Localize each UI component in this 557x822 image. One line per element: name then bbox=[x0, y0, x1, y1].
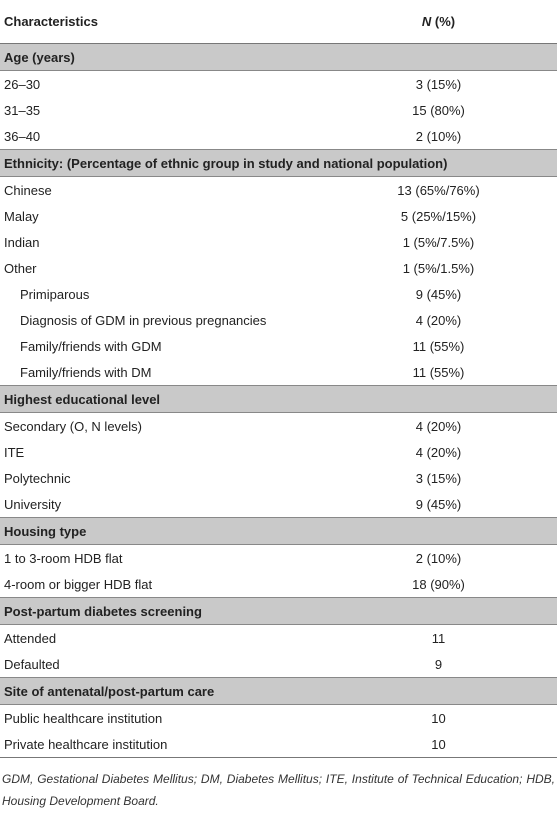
row-value: 11 (55%) bbox=[412, 338, 465, 354]
row-value: 1 (5%/7.5%) bbox=[402, 234, 475, 250]
row-value: 9 (45%) bbox=[415, 286, 462, 302]
header-cell: N (%) bbox=[320, 0, 557, 44]
row-value: 5 (25%/15%) bbox=[400, 208, 477, 224]
data-row: 4-room or bigger HDB flat 18 (90%) bbox=[0, 571, 557, 598]
header-cell: Characteristics bbox=[0, 0, 320, 44]
row-label: ITE bbox=[4, 444, 25, 460]
section-row: Site of antenatal/post-partum care bbox=[0, 677, 557, 705]
row-label: Family/friends with DM bbox=[20, 364, 152, 380]
data-row: University 9 (45%) bbox=[0, 491, 557, 518]
row-value: 9 bbox=[434, 656, 443, 672]
row-label: 31–35 bbox=[4, 102, 41, 118]
data-row: ITE 4 (20%) bbox=[0, 439, 557, 465]
data-row: Primiparous 9 (45%) bbox=[0, 281, 557, 307]
data-row: Malay 5 (25%/15%) bbox=[0, 203, 557, 229]
section-row: Housing type bbox=[0, 517, 557, 545]
row-value: 15 (80%) bbox=[412, 102, 465, 118]
row-label: 1 to 3-room HDB flat bbox=[4, 550, 123, 566]
table-body: Characteristics N (%) Age (years) 26–30 3 … bbox=[0, 0, 557, 758]
data-row: Indian 1 (5%/7.5%) bbox=[0, 229, 557, 255]
data-row: Family/friends with GDM 11 (55%) bbox=[0, 333, 557, 359]
header-n: N bbox=[421, 14, 432, 29]
row-label: 26–30 bbox=[4, 76, 41, 92]
row-value: 10 bbox=[431, 710, 446, 726]
row-value: 4 (20%) bbox=[415, 312, 462, 328]
data-row: Chinese 13 (65%/76%) bbox=[0, 177, 557, 204]
data-row: Public healthcare institution 10 bbox=[0, 705, 557, 732]
footnote: GDM, Gestational Diabetes Mellitus; DM, … bbox=[2, 772, 555, 808]
row-label: Primiparous bbox=[20, 286, 90, 302]
data-row: Private healthcare institution 10 bbox=[0, 731, 557, 758]
row-label: 4-room or bigger HDB flat bbox=[4, 576, 153, 592]
data-row: 26–30 3 (15%) bbox=[0, 71, 557, 98]
row-value: 2 (10%) bbox=[415, 550, 462, 566]
data-row: Family/friends with DM 11 (55%) bbox=[0, 359, 557, 386]
row-value: 13 (65%/76%) bbox=[397, 182, 480, 198]
row-label: Indian bbox=[4, 234, 40, 250]
data-row: 31–35 15 (80%) bbox=[0, 97, 557, 123]
section-title: Post-partum diabetes screening bbox=[0, 597, 557, 625]
row-label: Polytechnic bbox=[4, 470, 71, 486]
row-value: 2 (10%) bbox=[415, 128, 462, 144]
row-label: Family/friends with GDM bbox=[20, 338, 162, 354]
row-label: Public healthcare institution bbox=[4, 710, 163, 726]
characteristics-table: Characteristics N (%) Age (years) 26–30 3 … bbox=[0, 0, 557, 758]
data-row: 36–40 2 (10%) bbox=[0, 123, 557, 150]
row-label: Defaulted bbox=[4, 656, 60, 672]
data-row: Defaulted 9 bbox=[0, 651, 557, 678]
section-row: Highest educational level bbox=[0, 385, 557, 413]
section-title: Ethnicity: (Percentage of ethnic group i… bbox=[0, 149, 557, 177]
row-value: 11 (55%) bbox=[412, 364, 465, 380]
row-value: 3 (15%) bbox=[415, 470, 462, 486]
section-row: Age (years) bbox=[0, 43, 557, 71]
row-value: 10 bbox=[320, 731, 557, 758]
row-label: Private healthcare institution bbox=[0, 731, 320, 758]
section-title: Age (years) bbox=[0, 43, 557, 71]
row-value: 9 (45%) bbox=[415, 496, 462, 512]
row-label: Chinese bbox=[4, 182, 52, 198]
data-row: Secondary (O, N levels) 4 (20%) bbox=[0, 413, 557, 440]
section-title: Site of antenatal/post-partum care bbox=[0, 677, 557, 705]
row-value: 3 (15%) bbox=[415, 76, 462, 92]
row-label: University bbox=[4, 496, 62, 512]
row-label: Attended bbox=[4, 630, 57, 646]
row-label: Malay bbox=[4, 208, 39, 224]
data-row: Other 1 (5%/1.5%) bbox=[0, 255, 557, 281]
row-label: Secondary (O, N levels) bbox=[4, 418, 142, 434]
row-value: 18 (90%) bbox=[412, 576, 465, 592]
data-row: Diagnosis of GDM in previous pregnancies… bbox=[0, 307, 557, 333]
section-row: Post-partum diabetes screening bbox=[0, 597, 557, 625]
row-label: 36–40 bbox=[4, 128, 41, 144]
row-value: 11 bbox=[431, 630, 446, 646]
data-row: Attended 11 bbox=[0, 625, 557, 652]
header-row: Characteristics N (%) bbox=[0, 0, 557, 44]
row-value: 4 (20%) bbox=[415, 418, 462, 434]
row-label: Diagnosis of GDM in previous pregnancies bbox=[20, 312, 267, 328]
row-value: 4 (20%) bbox=[415, 444, 462, 460]
data-row: Polytechnic 3 (15%) bbox=[0, 465, 557, 491]
section-title: Highest educational level bbox=[0, 385, 557, 413]
header-pct: (%) bbox=[434, 14, 456, 29]
data-row: 1 to 3-room HDB flat 2 (10%) bbox=[0, 545, 557, 572]
section-row: Ethnicity: (Percentage of ethnic group i… bbox=[0, 149, 557, 177]
section-title: Housing type bbox=[0, 517, 557, 545]
row-value: 1 (5%/1.5%) bbox=[402, 260, 475, 276]
row-label: Other bbox=[4, 260, 37, 276]
